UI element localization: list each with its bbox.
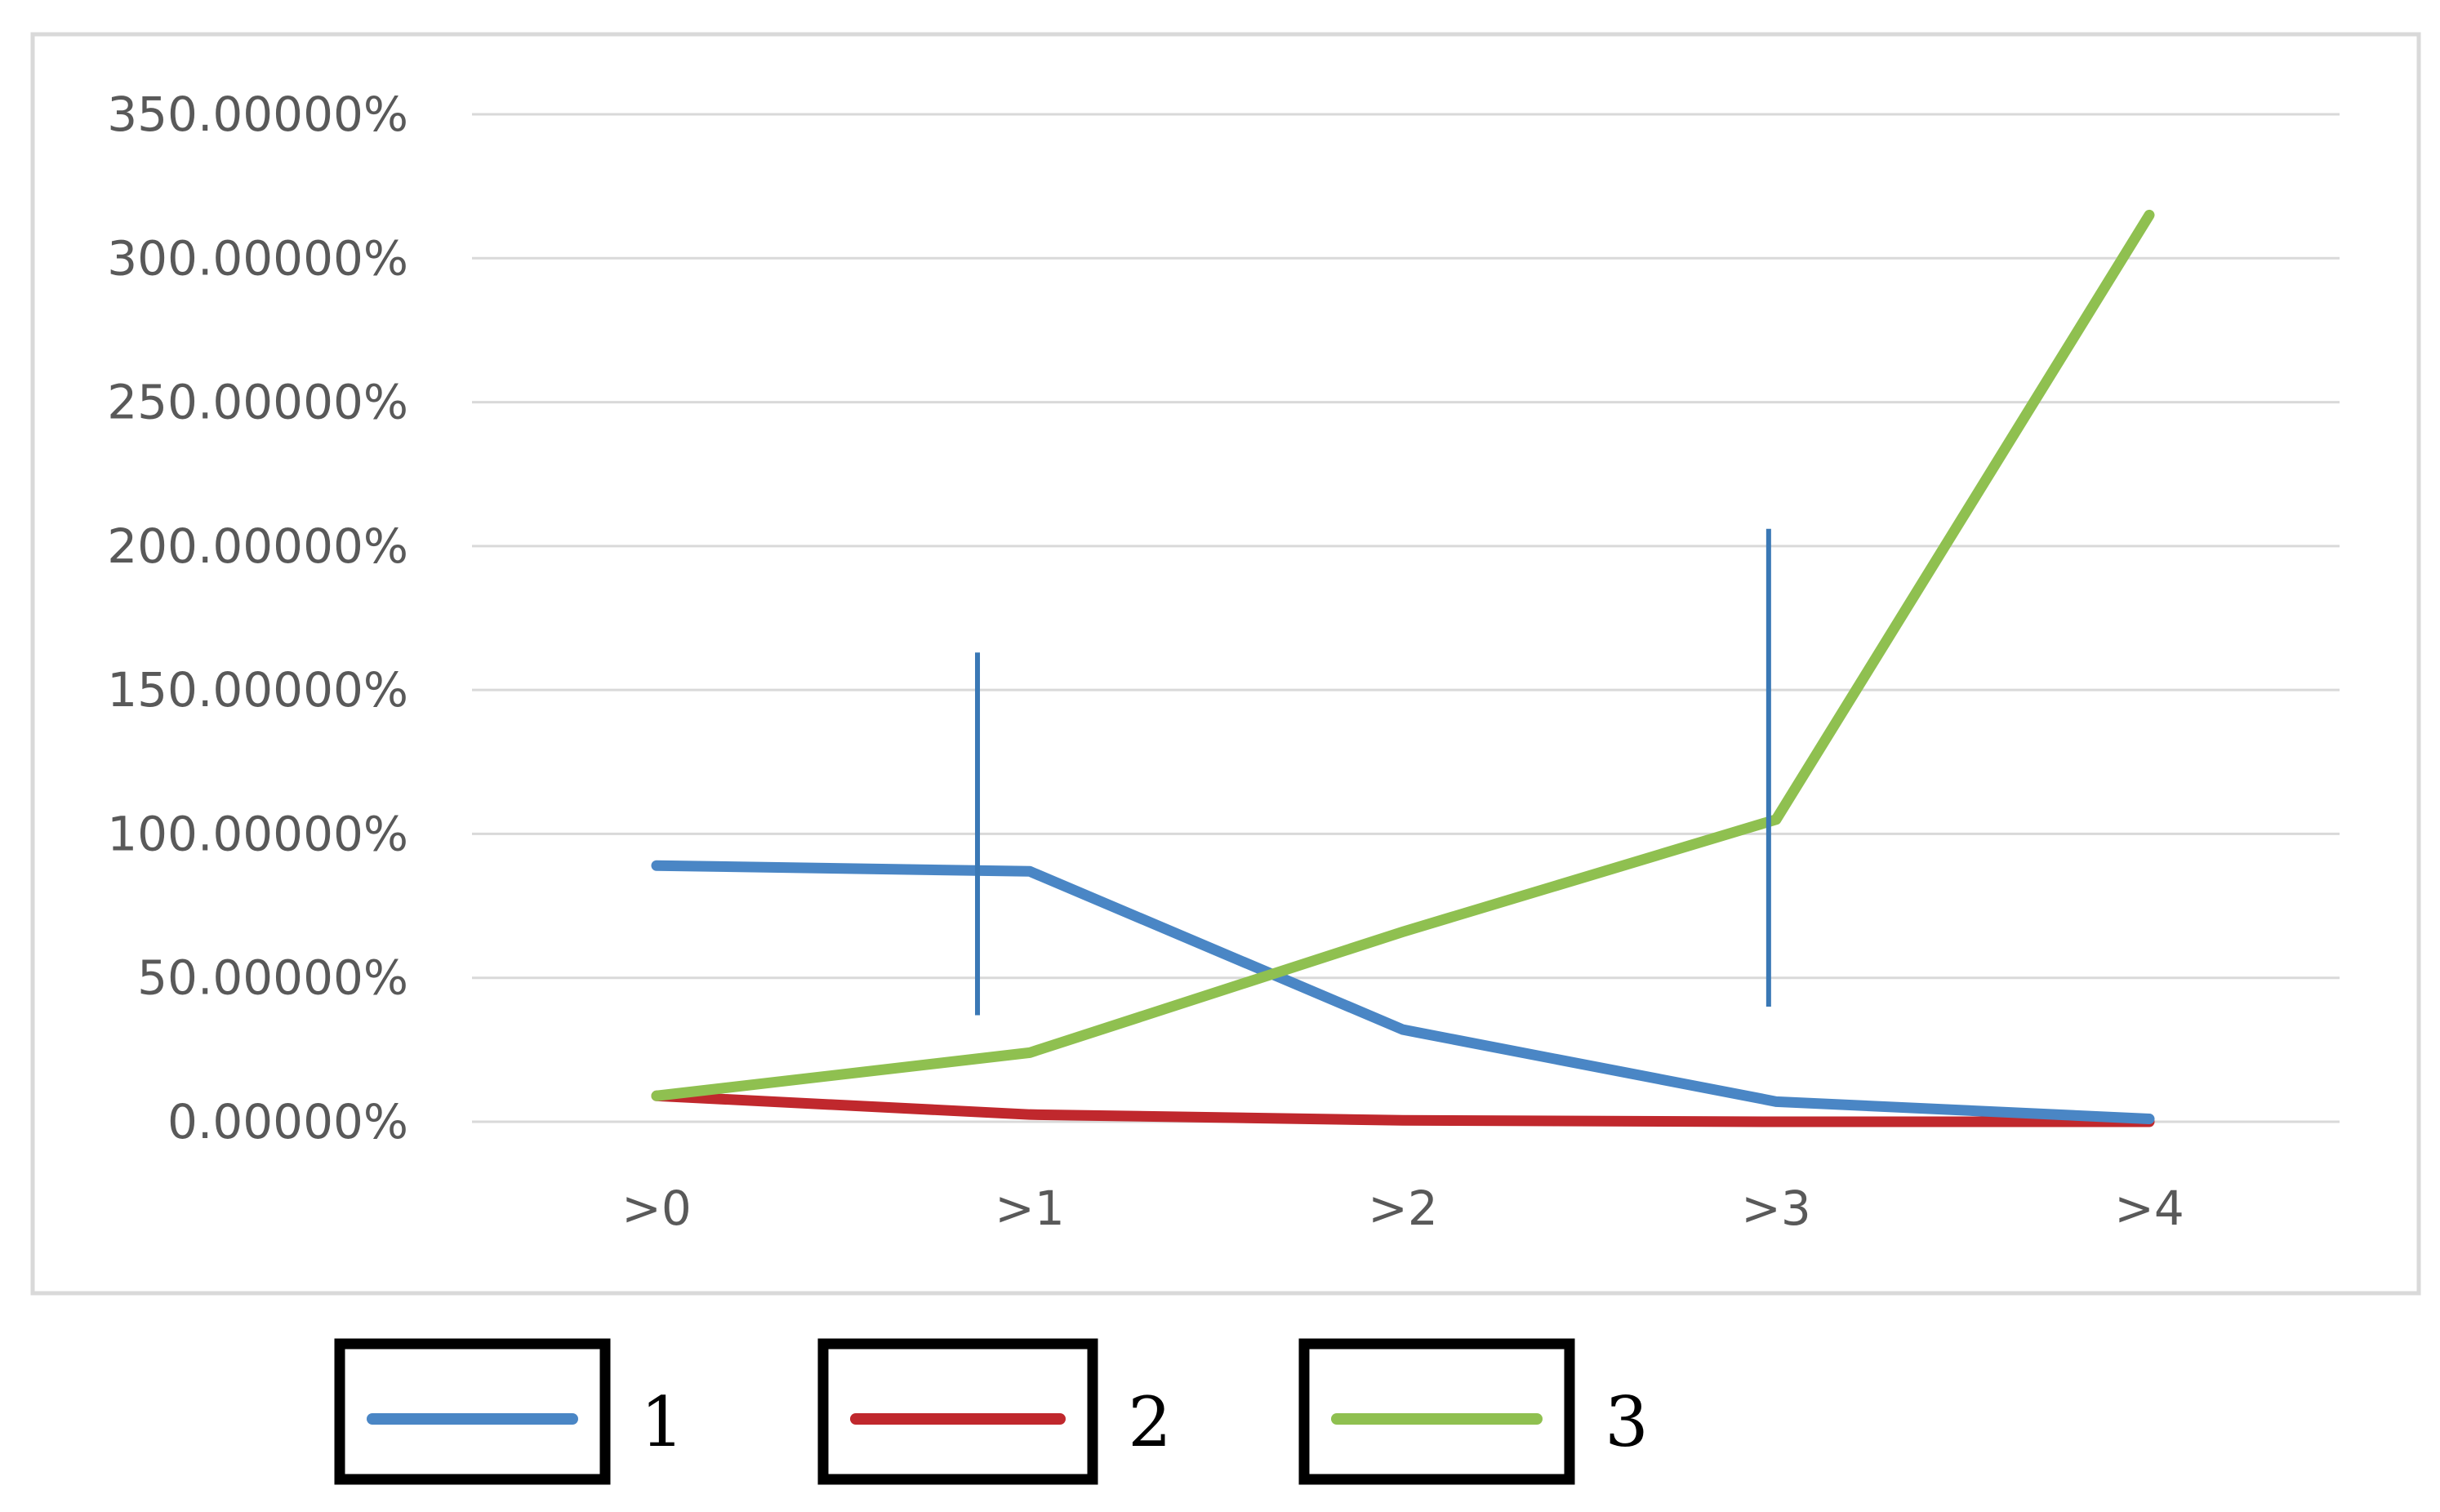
x-tick-label: >3 bbox=[1741, 1181, 1811, 1236]
x-tick-label: >0 bbox=[621, 1181, 692, 1236]
legend-label: 3 bbox=[1605, 1382, 1648, 1462]
y-tick-label: 200.00000% bbox=[107, 518, 408, 574]
vertical-markers bbox=[975, 528, 1771, 1016]
y-tick-label: 100.00000% bbox=[107, 806, 408, 861]
series-line-3 bbox=[651, 209, 2155, 1101]
y-tick-label: 150.00000% bbox=[107, 662, 408, 718]
legend-box bbox=[817, 1338, 1098, 1485]
y-tick-label: 350.00000% bbox=[107, 87, 408, 142]
legend-box bbox=[1298, 1338, 1575, 1485]
series-line-2 bbox=[651, 1090, 2155, 1127]
series-lines bbox=[651, 209, 2155, 1127]
chart-frame bbox=[30, 32, 2421, 1296]
x-tick-label: >1 bbox=[995, 1181, 1065, 1236]
y-tick-label: 50.00000% bbox=[137, 950, 408, 1006]
x-tick-label: >2 bbox=[1368, 1181, 1438, 1236]
x-axis-tick-labels: >0 >1 >2 >3 >4 bbox=[621, 1181, 2184, 1236]
y-axis-tick-labels: 0.00000% 50.00000% 100.00000% 150.00000% 200… bbox=[107, 87, 408, 1150]
legend-box bbox=[334, 1338, 611, 1485]
legend: 1 2 3 bbox=[334, 1338, 1649, 1485]
x-tick-label: >4 bbox=[2114, 1181, 2184, 1236]
y-tick-label: 250.00000% bbox=[107, 375, 408, 430]
legend-label: 1 bbox=[640, 1382, 683, 1462]
series-line-1 bbox=[651, 860, 2155, 1124]
y-tick-label: 300.00000% bbox=[107, 230, 408, 286]
legend-label: 2 bbox=[1128, 1382, 1171, 1462]
y-tick-label: 0.00000% bbox=[167, 1094, 408, 1150]
